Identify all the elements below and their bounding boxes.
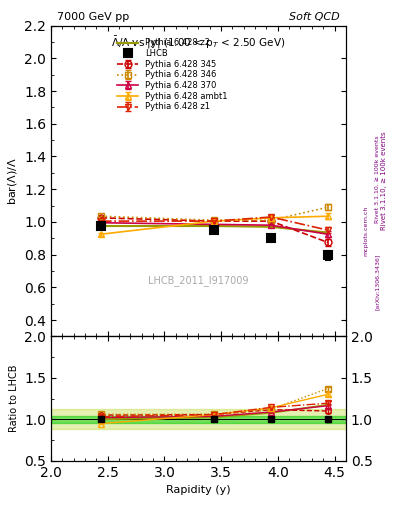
Pythia 6.428 z2 — [212, 223, 217, 229]
Text: Soft QCD: Soft QCD — [289, 12, 340, 23]
Line: Pythia 6.428 z2: Pythia 6.428 z2 — [101, 226, 328, 232]
X-axis label: Rapidity (y): Rapidity (y) — [166, 485, 231, 495]
Text: 7000 GeV pp: 7000 GeV pp — [57, 12, 129, 23]
Text: LHCB_2011_I917009: LHCB_2011_I917009 — [148, 275, 249, 286]
Pythia 6.428 z2 — [269, 224, 274, 230]
Text: Rivet 3.1.10, ≥ 100k events: Rivet 3.1.10, ≥ 100k events — [381, 132, 387, 230]
Text: [arXiv:1306.3436]: [arXiv:1306.3436] — [375, 253, 380, 310]
Text: mcplots.cern.ch: mcplots.cern.ch — [363, 205, 368, 255]
Pythia 6.428 z2 — [325, 229, 330, 236]
Legend: Pythia 6.428 z2, LHCB, Pythia 6.428 345, Pythia 6.428 346, Pythia 6.428 370, Pyt: Pythia 6.428 z2, LHCB, Pythia 6.428 345,… — [115, 36, 230, 114]
Y-axis label: bar($\Lambda$)/$\Lambda$: bar($\Lambda$)/$\Lambda$ — [6, 157, 18, 205]
Y-axis label: Ratio to LHCB: Ratio to LHCB — [9, 365, 19, 432]
Text: $\bar{\Lambda}/\Lambda$ vs |y| (1.00 < p$_T$ < 2.50 GeV): $\bar{\Lambda}/\Lambda$ vs |y| (1.00 < p… — [111, 35, 286, 51]
Text: Rivet 3.1.10, ≥ 100k events: Rivet 3.1.10, ≥ 100k events — [375, 135, 380, 223]
Pythia 6.428 z2 — [99, 223, 103, 229]
